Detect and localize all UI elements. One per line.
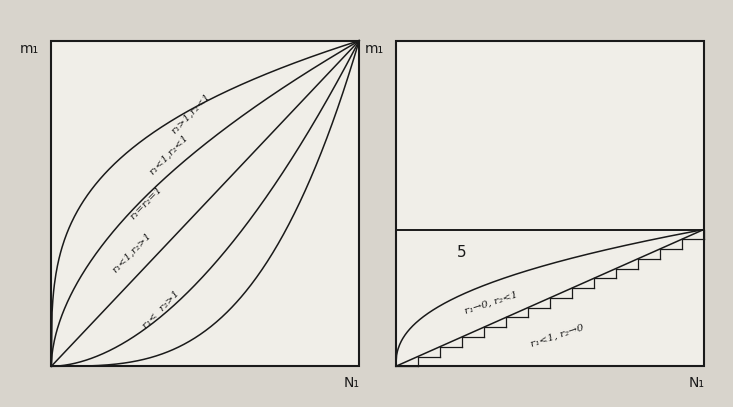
Text: N₁: N₁ bbox=[344, 376, 360, 389]
Text: r₁<1, r₂→0: r₁<1, r₂→0 bbox=[529, 323, 585, 349]
Bar bbox=[51, 41, 359, 366]
Text: m₁: m₁ bbox=[20, 42, 39, 56]
Text: r₁<1,r₂>1: r₁<1,r₂>1 bbox=[111, 230, 153, 274]
Text: 5: 5 bbox=[457, 245, 467, 260]
Bar bbox=[396, 41, 704, 366]
Text: r₁=r₂=1: r₁=r₂=1 bbox=[129, 185, 164, 222]
Text: m₁: m₁ bbox=[364, 42, 383, 56]
Text: r₁→0, r₂<1: r₁→0, r₂<1 bbox=[463, 290, 519, 316]
Text: r₁<  r₂>1: r₁< r₂>1 bbox=[141, 289, 182, 330]
Text: r₁>1,r₂<1: r₁>1,r₂<1 bbox=[169, 92, 212, 136]
Text: r₁<1,r₂<1: r₁<1,r₂<1 bbox=[147, 133, 190, 177]
Text: N₁: N₁ bbox=[688, 376, 704, 389]
